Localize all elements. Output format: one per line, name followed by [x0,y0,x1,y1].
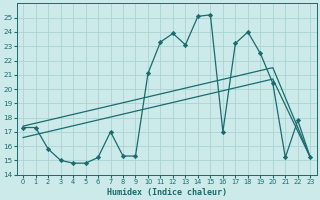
X-axis label: Humidex (Indice chaleur): Humidex (Indice chaleur) [107,188,227,197]
